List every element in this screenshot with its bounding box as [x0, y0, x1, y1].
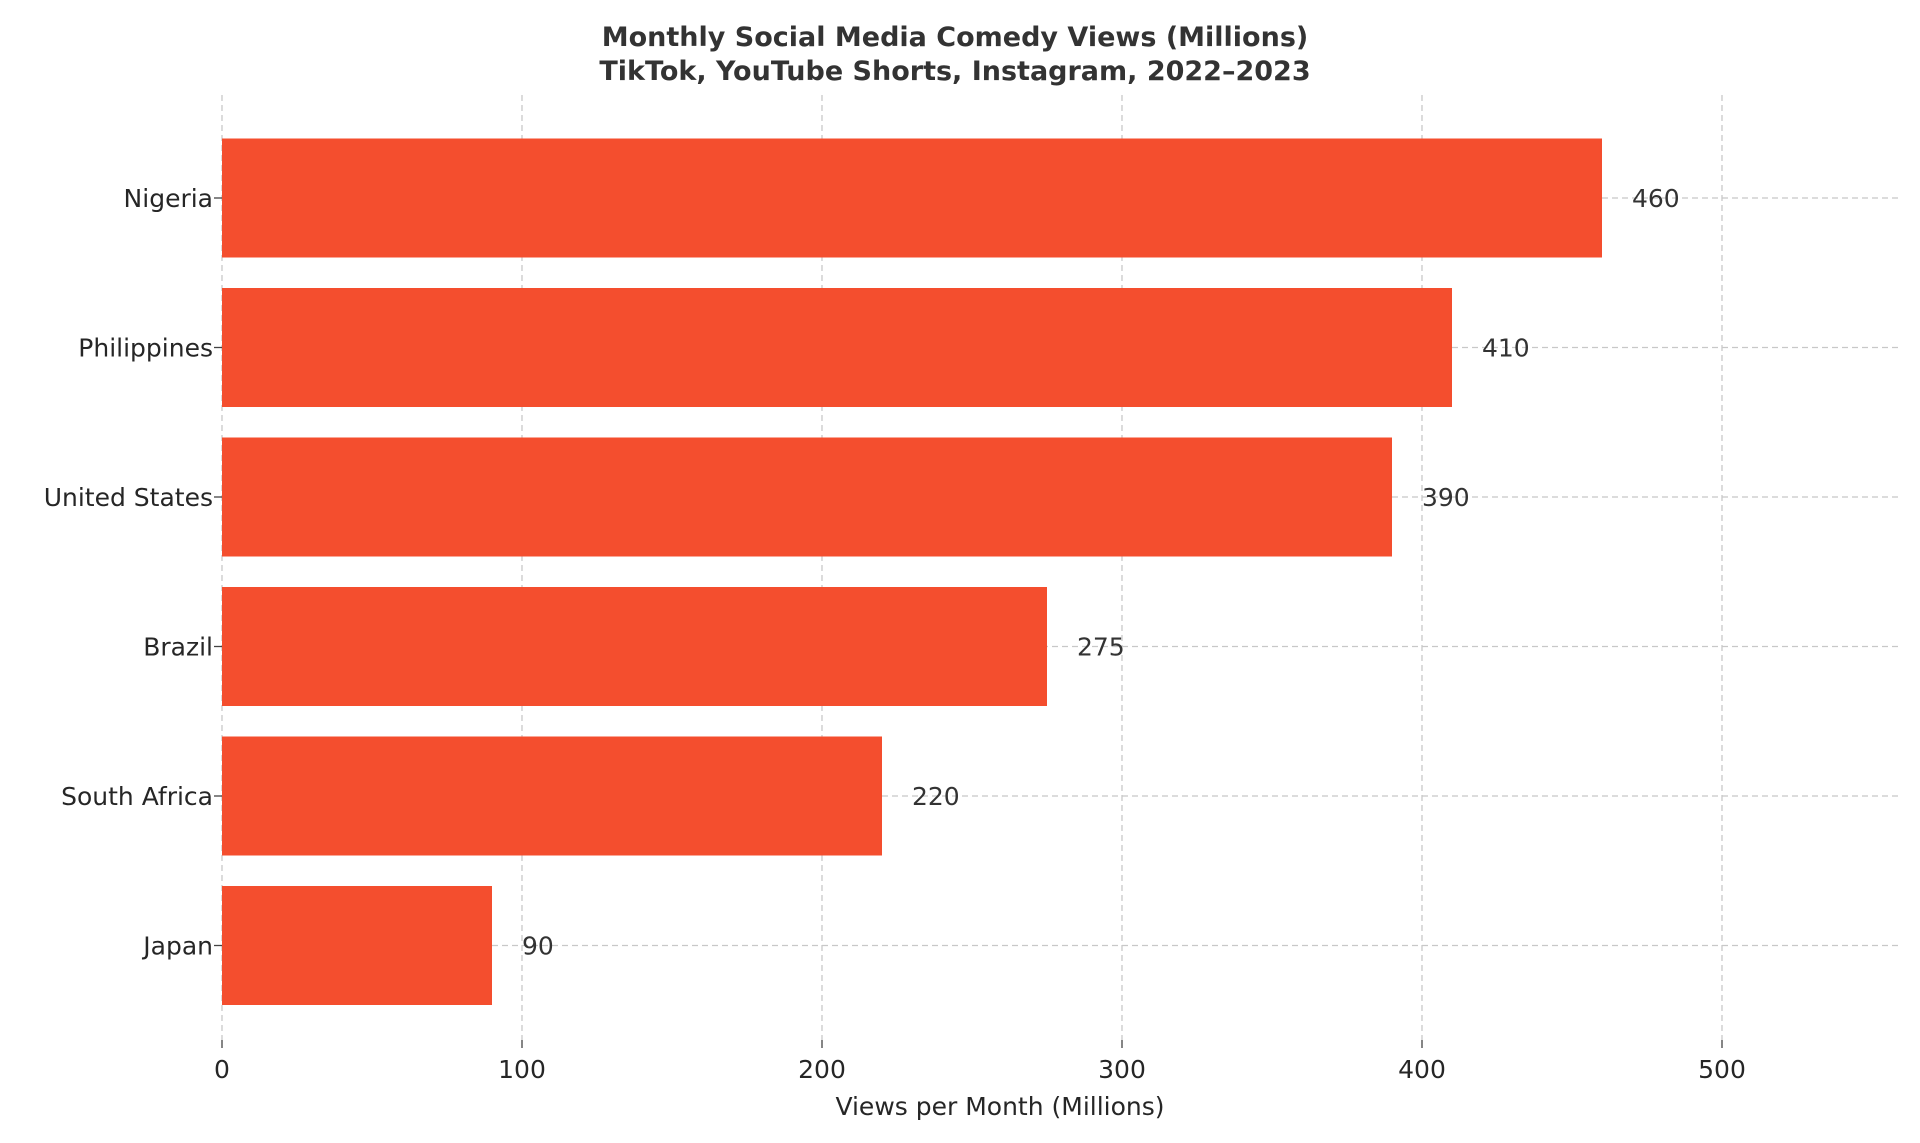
x-axis-label: Views per Month (Millions)	[835, 1092, 1164, 1121]
bar	[222, 587, 1047, 706]
bar	[222, 138, 1602, 258]
bar	[222, 437, 1392, 557]
x-tick-label: 500	[1698, 1055, 1746, 1084]
y-category-label: South Africa	[61, 782, 213, 811]
x-tick-label: 0	[214, 1055, 230, 1084]
y-category-label: Philippines	[78, 334, 213, 363]
bar	[222, 288, 1452, 407]
bar	[222, 886, 492, 1005]
bar-value-label: 220	[912, 782, 960, 811]
bar	[222, 736, 882, 856]
bars-layer	[222, 138, 1602, 1005]
y-category-label: Japan	[141, 932, 213, 961]
x-tick-label: 200	[798, 1055, 846, 1084]
chart-subtitle: TikTok, YouTube Shorts, Instagram, 2022–…	[599, 56, 1310, 87]
bar-value-label: 90	[522, 932, 554, 961]
chart-title: Monthly Social Media Comedy Views (Milli…	[602, 22, 1308, 53]
y-category-label: Brazil	[143, 633, 213, 662]
grid-layer	[221, 95, 1900, 1040]
bar-value-label: 390	[1422, 483, 1470, 512]
axis-layer: 0 100 200 300 400 500 Nigeria Philippines United…	[44, 184, 1746, 1084]
x-tick-label: 100	[498, 1055, 546, 1084]
y-category-label: Nigeria	[124, 184, 213, 213]
bar-value-label: 410	[1482, 334, 1530, 363]
labels-layer: 460 410 390 275 220 90	[522, 184, 1680, 961]
x-tick-label: 400	[1398, 1055, 1446, 1084]
x-tick-label: 300	[1098, 1055, 1146, 1084]
bar-value-label: 275	[1077, 633, 1125, 662]
bar-value-label: 460	[1632, 184, 1680, 213]
y-category-label: United States	[44, 483, 213, 512]
